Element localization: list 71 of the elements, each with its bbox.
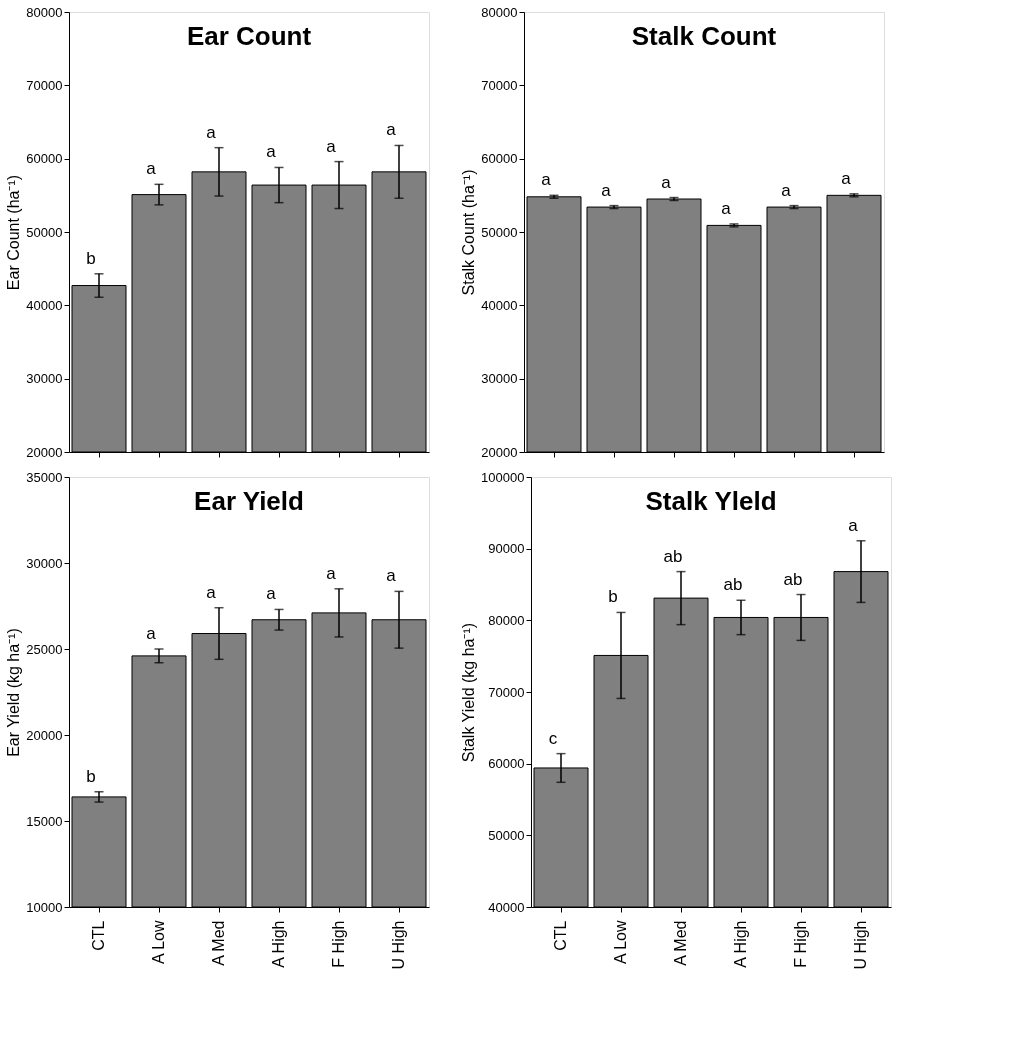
annotation: a (841, 168, 852, 188)
annotation: a (206, 582, 217, 602)
y-tick-label: 20000 (26, 444, 63, 460)
chart-title: Stalk Count (631, 21, 777, 51)
annotation: ab (723, 575, 743, 595)
chart-title: Stalk Yleld (645, 486, 777, 516)
annotation: a (848, 515, 859, 535)
x-tick-label: A High (270, 920, 287, 968)
annotation: a (601, 180, 612, 200)
y-tick-label: 35000 (26, 469, 63, 485)
annotation: a (206, 122, 217, 142)
y-tick-label: 30000 (26, 555, 63, 571)
chart-title: Ear Count (186, 21, 312, 51)
annotation: a (146, 624, 157, 643)
x-tick-label: F High (792, 920, 809, 968)
annotation: a (266, 584, 277, 604)
x-tick-label: A Med (672, 920, 689, 966)
y-axis-title: Ear Yield (kg ha⁻¹) (5, 628, 23, 757)
x-tick-label: CTL (90, 920, 107, 951)
annotation: b (86, 248, 96, 268)
y-tick-label: 80000 (481, 4, 518, 20)
x-tick-label: F High (330, 920, 347, 968)
y-tick-label: 70000 (481, 77, 518, 93)
y-tick-label: 60000 (26, 151, 63, 167)
y-tick-label: 50000 (488, 827, 525, 843)
y-axis-title: Stalk Yield (kg ha⁻¹) (460, 622, 478, 763)
y-tick-label: 40000 (488, 899, 525, 915)
y-tick-label: 40000 (26, 297, 63, 313)
y-tick-label: 50000 (481, 224, 518, 240)
annotation: a (326, 563, 337, 583)
annotation: a (146, 159, 157, 179)
chart-title: Ear Yield (194, 486, 304, 516)
y-tick-label: 25000 (26, 641, 63, 657)
y-tick-label: 50000 (26, 224, 63, 240)
x-tick-label: A Med (210, 920, 227, 966)
y-tick-label: 30000 (26, 371, 63, 387)
annotation: a (781, 180, 792, 200)
y-tick-label: 60000 (481, 151, 518, 167)
y-tick-label: 20000 (481, 444, 518, 460)
x-tick-label: A Low (150, 920, 167, 965)
annotation: a (661, 172, 672, 192)
annotation: c (548, 728, 558, 748)
y-tick-label: 60000 (488, 756, 525, 772)
annotation: a (326, 136, 337, 156)
y-tick-label: 10000 (26, 899, 63, 915)
y-tick-label: 80000 (26, 4, 63, 20)
y-tick-label: 100000 (481, 469, 525, 485)
x-tick-label: U High (852, 920, 869, 970)
x-tick-label: A High (732, 920, 749, 968)
annotation: a (721, 198, 732, 218)
y-tick-label: 20000 (26, 727, 63, 743)
y-tick-label: 70000 (488, 684, 525, 700)
annotation: b (608, 587, 618, 607)
annotation: b (86, 766, 96, 786)
x-tick-label: U High (390, 920, 407, 970)
x-tick-label: A Low (612, 920, 629, 965)
y-tick-label: 80000 (488, 612, 525, 628)
annotation: a (386, 120, 397, 140)
annotation: ab (663, 546, 683, 566)
y-tick-label: 90000 (488, 541, 525, 557)
y-tick-label: 70000 (26, 77, 63, 93)
y-axis-title: Ear Count (ha⁻¹) (5, 174, 23, 291)
annotation: a (541, 170, 552, 190)
annotation: a (266, 142, 277, 162)
y-axis-title: Stalk Count (ha⁻¹) (460, 169, 478, 296)
annotation: ab (783, 569, 803, 589)
y-tick-label: 40000 (481, 297, 518, 313)
x-tick-label: CTL (552, 920, 569, 951)
y-tick-label: 30000 (481, 371, 518, 387)
y-tick-label: 15000 (26, 813, 63, 829)
annotation: a (386, 566, 397, 586)
